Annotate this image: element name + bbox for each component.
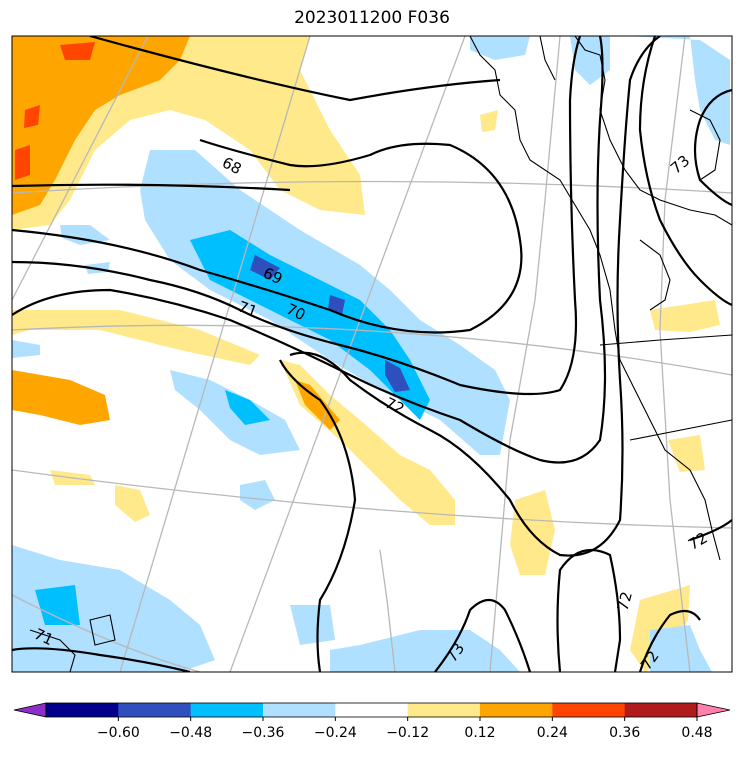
colorbar-tick-label: 0.24 [537, 725, 568, 741]
coastline [29, 629, 76, 672]
parallel-line [12, 180, 732, 194]
coastline [574, 36, 732, 226]
map-title: 2023011200 F036 [294, 8, 450, 28]
colorbar: −0.60 −0.48 −0.36 −0.24 −0.12 0.12 0.24 0.36 0.4… [13, 702, 731, 741]
contour-line [689, 519, 732, 542]
negative-anomaly-fields [12, 36, 730, 672]
colorbar-tick-label: −0.48 [169, 725, 212, 741]
contour-line [638, 36, 732, 307]
colorbar-cell [624, 703, 698, 717]
contour-line [12, 647, 191, 672]
colorbar-tick-label: 0.48 [681, 725, 712, 741]
colorbar-extension-low [13, 702, 47, 718]
colorbar-tick-label: −0.24 [314, 725, 357, 741]
colorbar-cell [552, 703, 626, 717]
colorbar-cell [407, 703, 481, 717]
contour-line [638, 609, 701, 672]
contour-line [556, 548, 622, 672]
colorbar-tick-label: 0.12 [464, 725, 495, 741]
coastline [469, 36, 721, 561]
border-line [599, 334, 732, 346]
colorbar-tick-label: 0.36 [609, 725, 640, 741]
colorbar-cell [335, 703, 409, 717]
meridian-line [119, 36, 311, 672]
colorbar-tick-label: −0.36 [242, 725, 285, 741]
colorbar-cell [190, 703, 264, 717]
contour-line [89, 36, 501, 102]
meridian-line [659, 36, 691, 672]
meridian-line [489, 36, 561, 672]
contour-label: 71 [236, 297, 260, 320]
contour-line [12, 183, 291, 192]
colorbar-tick-label: −0.60 [97, 725, 140, 741]
height-contours [12, 36, 732, 672]
meridian-line [12, 36, 149, 301]
island-outline [89, 614, 116, 646]
colorbar-cell [263, 703, 336, 717]
map-frame [11, 35, 733, 673]
coastlines [29, 36, 732, 672]
contour-line [279, 359, 357, 672]
contour-line [12, 36, 607, 464]
meridian-line [229, 36, 466, 672]
colorbar-frame [45, 702, 698, 718]
parallel-line [12, 469, 732, 529]
contour-label: 72 [614, 590, 636, 613]
coastline [539, 36, 556, 81]
contour-line [12, 36, 582, 396]
graticule [12, 36, 732, 672]
coastline [689, 109, 721, 181]
colorbar-tick-label: −0.12 [386, 725, 429, 741]
map-panel: 68 69 70 71 72 73 71 72 73 72 72 [12, 36, 732, 672]
colorbar-extension-high [696, 702, 731, 718]
contour-line [12, 138, 523, 334]
coastline [639, 239, 671, 311]
parallel-line [12, 324, 732, 376]
colorbar-cell [46, 703, 119, 717]
meridian-line [379, 549, 396, 672]
colorbar-cell [118, 703, 192, 717]
contour-line [289, 36, 661, 557]
parallel-line [12, 594, 201, 672]
colorbar-cell [480, 703, 553, 717]
contour-line [434, 598, 532, 672]
contour-line [693, 88, 732, 207]
border-line [629, 419, 732, 441]
